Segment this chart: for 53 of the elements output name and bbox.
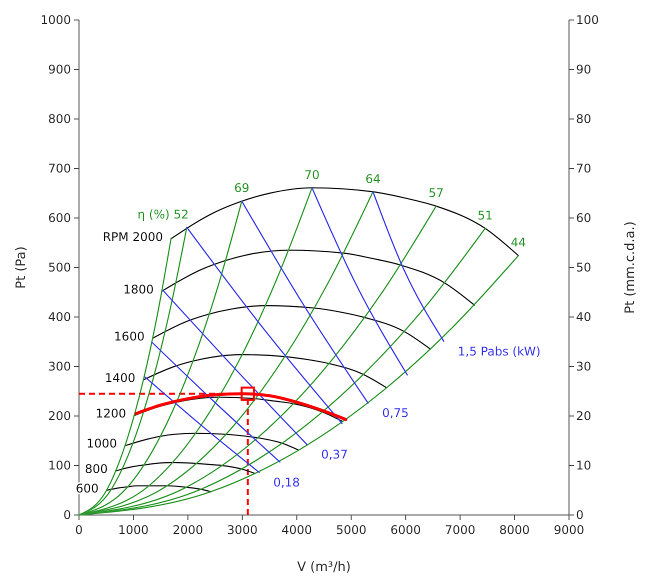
series-label: 57	[428, 186, 444, 200]
series-label: 1400	[104, 370, 136, 385]
y2-tick-label: 0	[576, 508, 584, 522]
y2-tick-label: 100	[576, 13, 599, 27]
y-tick-label: 900	[48, 62, 71, 76]
series-label: η (%) 52	[138, 207, 189, 222]
y2-tick-label: 30	[576, 360, 592, 374]
series-label: 69	[234, 181, 250, 196]
y-tick-label: 500	[48, 260, 71, 274]
y2-tick-label: 80	[576, 112, 592, 126]
series-label: 44	[510, 236, 526, 250]
y2-tick-label: 10	[576, 458, 592, 472]
y2-tick-label: 40	[576, 310, 592, 324]
y-tick-label: 700	[48, 162, 71, 176]
y-tick-label: 1000	[40, 13, 71, 27]
x-tick-label: 9000	[554, 523, 584, 537]
y-axis-title: Pt (Pa)	[14, 246, 29, 289]
x-tick-label: 6000	[390, 523, 421, 537]
series-label: 1000	[86, 436, 118, 451]
y-tick-label: 400	[48, 310, 71, 324]
series-label: RPM 2000	[102, 230, 164, 244]
series-label: 51	[478, 208, 493, 222]
series-label: 1200	[96, 406, 126, 421]
series-label: 64	[365, 172, 381, 186]
y2-tick-label: 90	[576, 62, 592, 76]
x-tick-label: 8000	[499, 523, 530, 537]
x-tick-label: 2000	[172, 523, 204, 537]
y-tick-label: 200	[48, 409, 71, 423]
x-tick-label: 4000	[282, 523, 312, 537]
y-tick-label: 300	[48, 360, 71, 374]
series-label: 800	[84, 462, 108, 476]
y2-axis-title: Pt (mm.c.d.a.)	[623, 221, 638, 314]
x-tick-label: 3000	[227, 523, 258, 537]
y-tick-label: 100	[48, 458, 71, 472]
series-label: 70	[304, 168, 320, 182]
x-axis-title: V (m³/h)	[297, 560, 351, 575]
x-tick-label: 0	[75, 523, 83, 537]
x-tick-label: 7000	[444, 523, 476, 537]
y-tick-label: 800	[48, 112, 71, 126]
y-tick-label: 0	[63, 508, 71, 522]
series-label: 0,75	[382, 406, 409, 420]
x-tick-label: 5000	[336, 523, 366, 537]
y2-tick-label: 50	[576, 260, 592, 274]
x-tick-label: 1000	[118, 523, 149, 537]
y-tick-label: 600	[48, 211, 71, 225]
y2-tick-label: 60	[576, 211, 592, 225]
y2-tick-label: 70	[576, 162, 592, 176]
series-label: 0,37	[321, 448, 348, 462]
series-label: 1800	[123, 282, 154, 296]
series-label: 0,18	[273, 475, 300, 490]
y2-tick-label: 20	[576, 409, 592, 423]
series-label: 1,5 Pabs (kW)	[458, 344, 541, 358]
series-label: 1600	[114, 329, 145, 344]
